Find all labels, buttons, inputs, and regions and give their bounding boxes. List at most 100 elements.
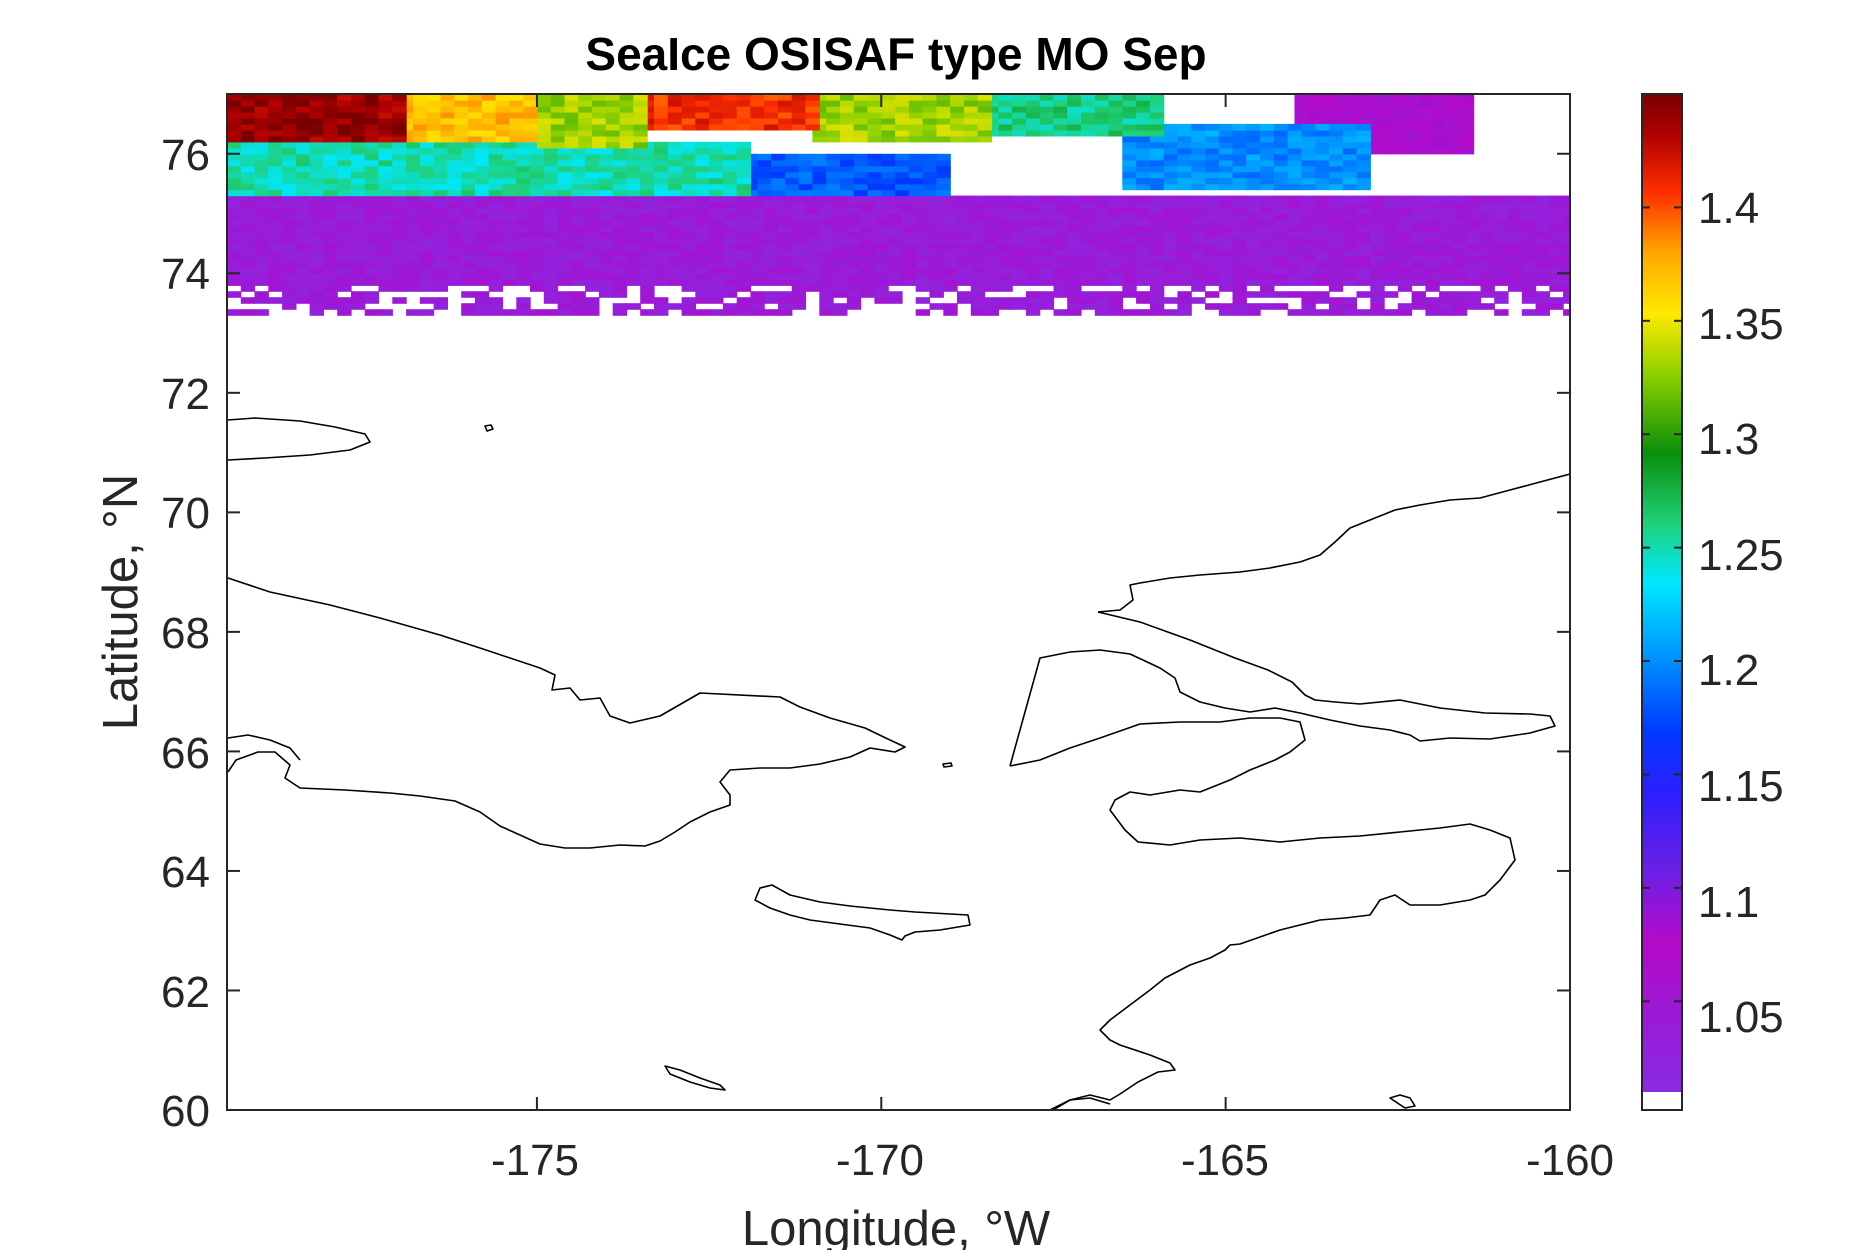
sea-ice-cell xyxy=(819,273,834,280)
sea-ice-cell xyxy=(364,273,380,280)
sea-ice-cell xyxy=(1081,237,1096,244)
sea-ice-cell xyxy=(351,177,366,185)
sea-ice-cell xyxy=(736,267,752,274)
sea-ice-cell xyxy=(1425,273,1440,280)
sea-ice-cell xyxy=(915,195,931,203)
sea-ice-cell xyxy=(461,279,476,286)
sea-ice-cell xyxy=(943,279,958,286)
sea-ice-cell xyxy=(722,153,738,161)
sea-ice-cell xyxy=(895,123,910,131)
sea-ice-cell xyxy=(254,225,269,233)
sea-ice-cell xyxy=(426,94,442,101)
sea-ice-cell xyxy=(750,303,765,310)
sea-ice-cell xyxy=(543,231,559,239)
sea-ice-cell xyxy=(667,201,683,209)
sea-ice-cell xyxy=(736,279,752,286)
sea-ice-cell xyxy=(268,135,283,143)
sea-ice-cell xyxy=(1301,297,1316,304)
sea-ice-cell xyxy=(474,291,490,298)
sea-ice-cell xyxy=(633,129,648,137)
sea-ice-cell xyxy=(1397,249,1413,256)
sea-ice-cell xyxy=(502,183,517,191)
sea-ice-cell xyxy=(881,106,896,113)
sea-ice-cell xyxy=(406,273,421,280)
sea-ice-cell xyxy=(1122,267,1137,274)
sea-ice-cell xyxy=(337,195,352,203)
sea-ice-cell xyxy=(268,207,283,215)
sea-ice-cell xyxy=(364,231,380,239)
sea-ice-cell xyxy=(523,111,538,119)
sea-ice-cell xyxy=(1315,261,1330,268)
sea-ice-cell xyxy=(1328,147,1344,155)
sea-ice-cell xyxy=(585,159,600,167)
sea-ice-cell xyxy=(592,111,607,119)
sea-ice-cell xyxy=(1053,261,1068,268)
sea-ice-cell xyxy=(778,261,793,268)
sea-ice-cell xyxy=(654,106,669,113)
sea-ice-cell xyxy=(778,207,793,215)
sea-ice-cell xyxy=(1563,219,1570,227)
sea-ice-cell xyxy=(695,195,710,203)
sea-ice-cell xyxy=(598,285,614,292)
sea-ice-cell xyxy=(1246,303,1261,310)
sea-ice-cell xyxy=(1122,129,1137,137)
sea-ice-cell xyxy=(1466,219,1482,227)
sea-ice-cell xyxy=(392,100,407,107)
sea-ice-cell xyxy=(1425,267,1440,274)
sea-ice-cell xyxy=(1425,225,1440,233)
sea-ice-cell xyxy=(1163,261,1179,268)
sea-ice-cell xyxy=(1328,249,1344,256)
sea-ice-cell xyxy=(282,123,297,131)
sea-ice-cell xyxy=(805,123,820,131)
sea-ice-cell xyxy=(977,117,993,125)
sea-ice-cell xyxy=(1535,219,1550,227)
sea-ice-cell xyxy=(709,195,724,203)
sea-ice-cell xyxy=(957,261,972,268)
sea-ice-cell xyxy=(323,147,338,155)
sea-ice-cell xyxy=(516,153,531,161)
sea-ice-cell xyxy=(736,297,752,304)
sea-ice-cell xyxy=(901,279,917,286)
sea-ice-cell xyxy=(791,111,807,119)
sea-ice-cell xyxy=(1370,273,1385,280)
sea-ice-cell xyxy=(1067,219,1082,227)
sea-ice-cell xyxy=(1094,249,1110,256)
sea-ice-cell xyxy=(392,261,407,268)
sea-ice-cell xyxy=(612,267,628,274)
sea-ice-cell xyxy=(419,309,435,316)
sea-ice-cell xyxy=(1390,141,1406,149)
sea-ice-cell xyxy=(378,267,393,274)
sea-ice-cell xyxy=(1508,267,1523,274)
axis-ticks xyxy=(227,94,1571,1111)
sea-ice-cell xyxy=(736,171,752,179)
sea-ice-cell xyxy=(970,231,986,239)
sea-ice-cell xyxy=(1425,207,1440,215)
sea-ice-cell xyxy=(1508,225,1523,233)
sea-ice-cell xyxy=(619,135,634,143)
sea-ice-cell xyxy=(764,117,779,125)
sea-ice-cell xyxy=(970,243,986,250)
sea-ice-cell xyxy=(585,285,600,292)
sea-ice-cell xyxy=(240,243,256,250)
sea-ice-cell xyxy=(406,159,421,167)
sea-ice-cell xyxy=(970,201,986,209)
sea-ice-cell xyxy=(1480,225,1495,233)
sea-ice-cell xyxy=(1108,309,1123,316)
sea-ice-cell xyxy=(1404,147,1420,155)
sea-ice-cell xyxy=(1246,159,1261,167)
sea-ice-cell xyxy=(1177,237,1192,244)
sea-ice-cell xyxy=(881,135,896,143)
sea-ice-cell xyxy=(1384,195,1399,203)
sea-ice-cell xyxy=(1452,231,1468,239)
sea-ice-cell xyxy=(1012,213,1027,221)
sea-ice-cell xyxy=(564,141,579,149)
sea-ice-cell xyxy=(1549,285,1564,292)
sea-ice-cell xyxy=(516,237,531,244)
sea-ice-cell xyxy=(254,231,269,239)
sea-ice-cell xyxy=(309,123,324,131)
sea-ice-cell xyxy=(709,177,724,185)
sea-ice-cell xyxy=(1411,231,1426,239)
sea-ice-cell xyxy=(1177,177,1192,185)
sea-ice-cell xyxy=(1397,237,1413,244)
sea-ice-cell xyxy=(612,219,628,227)
